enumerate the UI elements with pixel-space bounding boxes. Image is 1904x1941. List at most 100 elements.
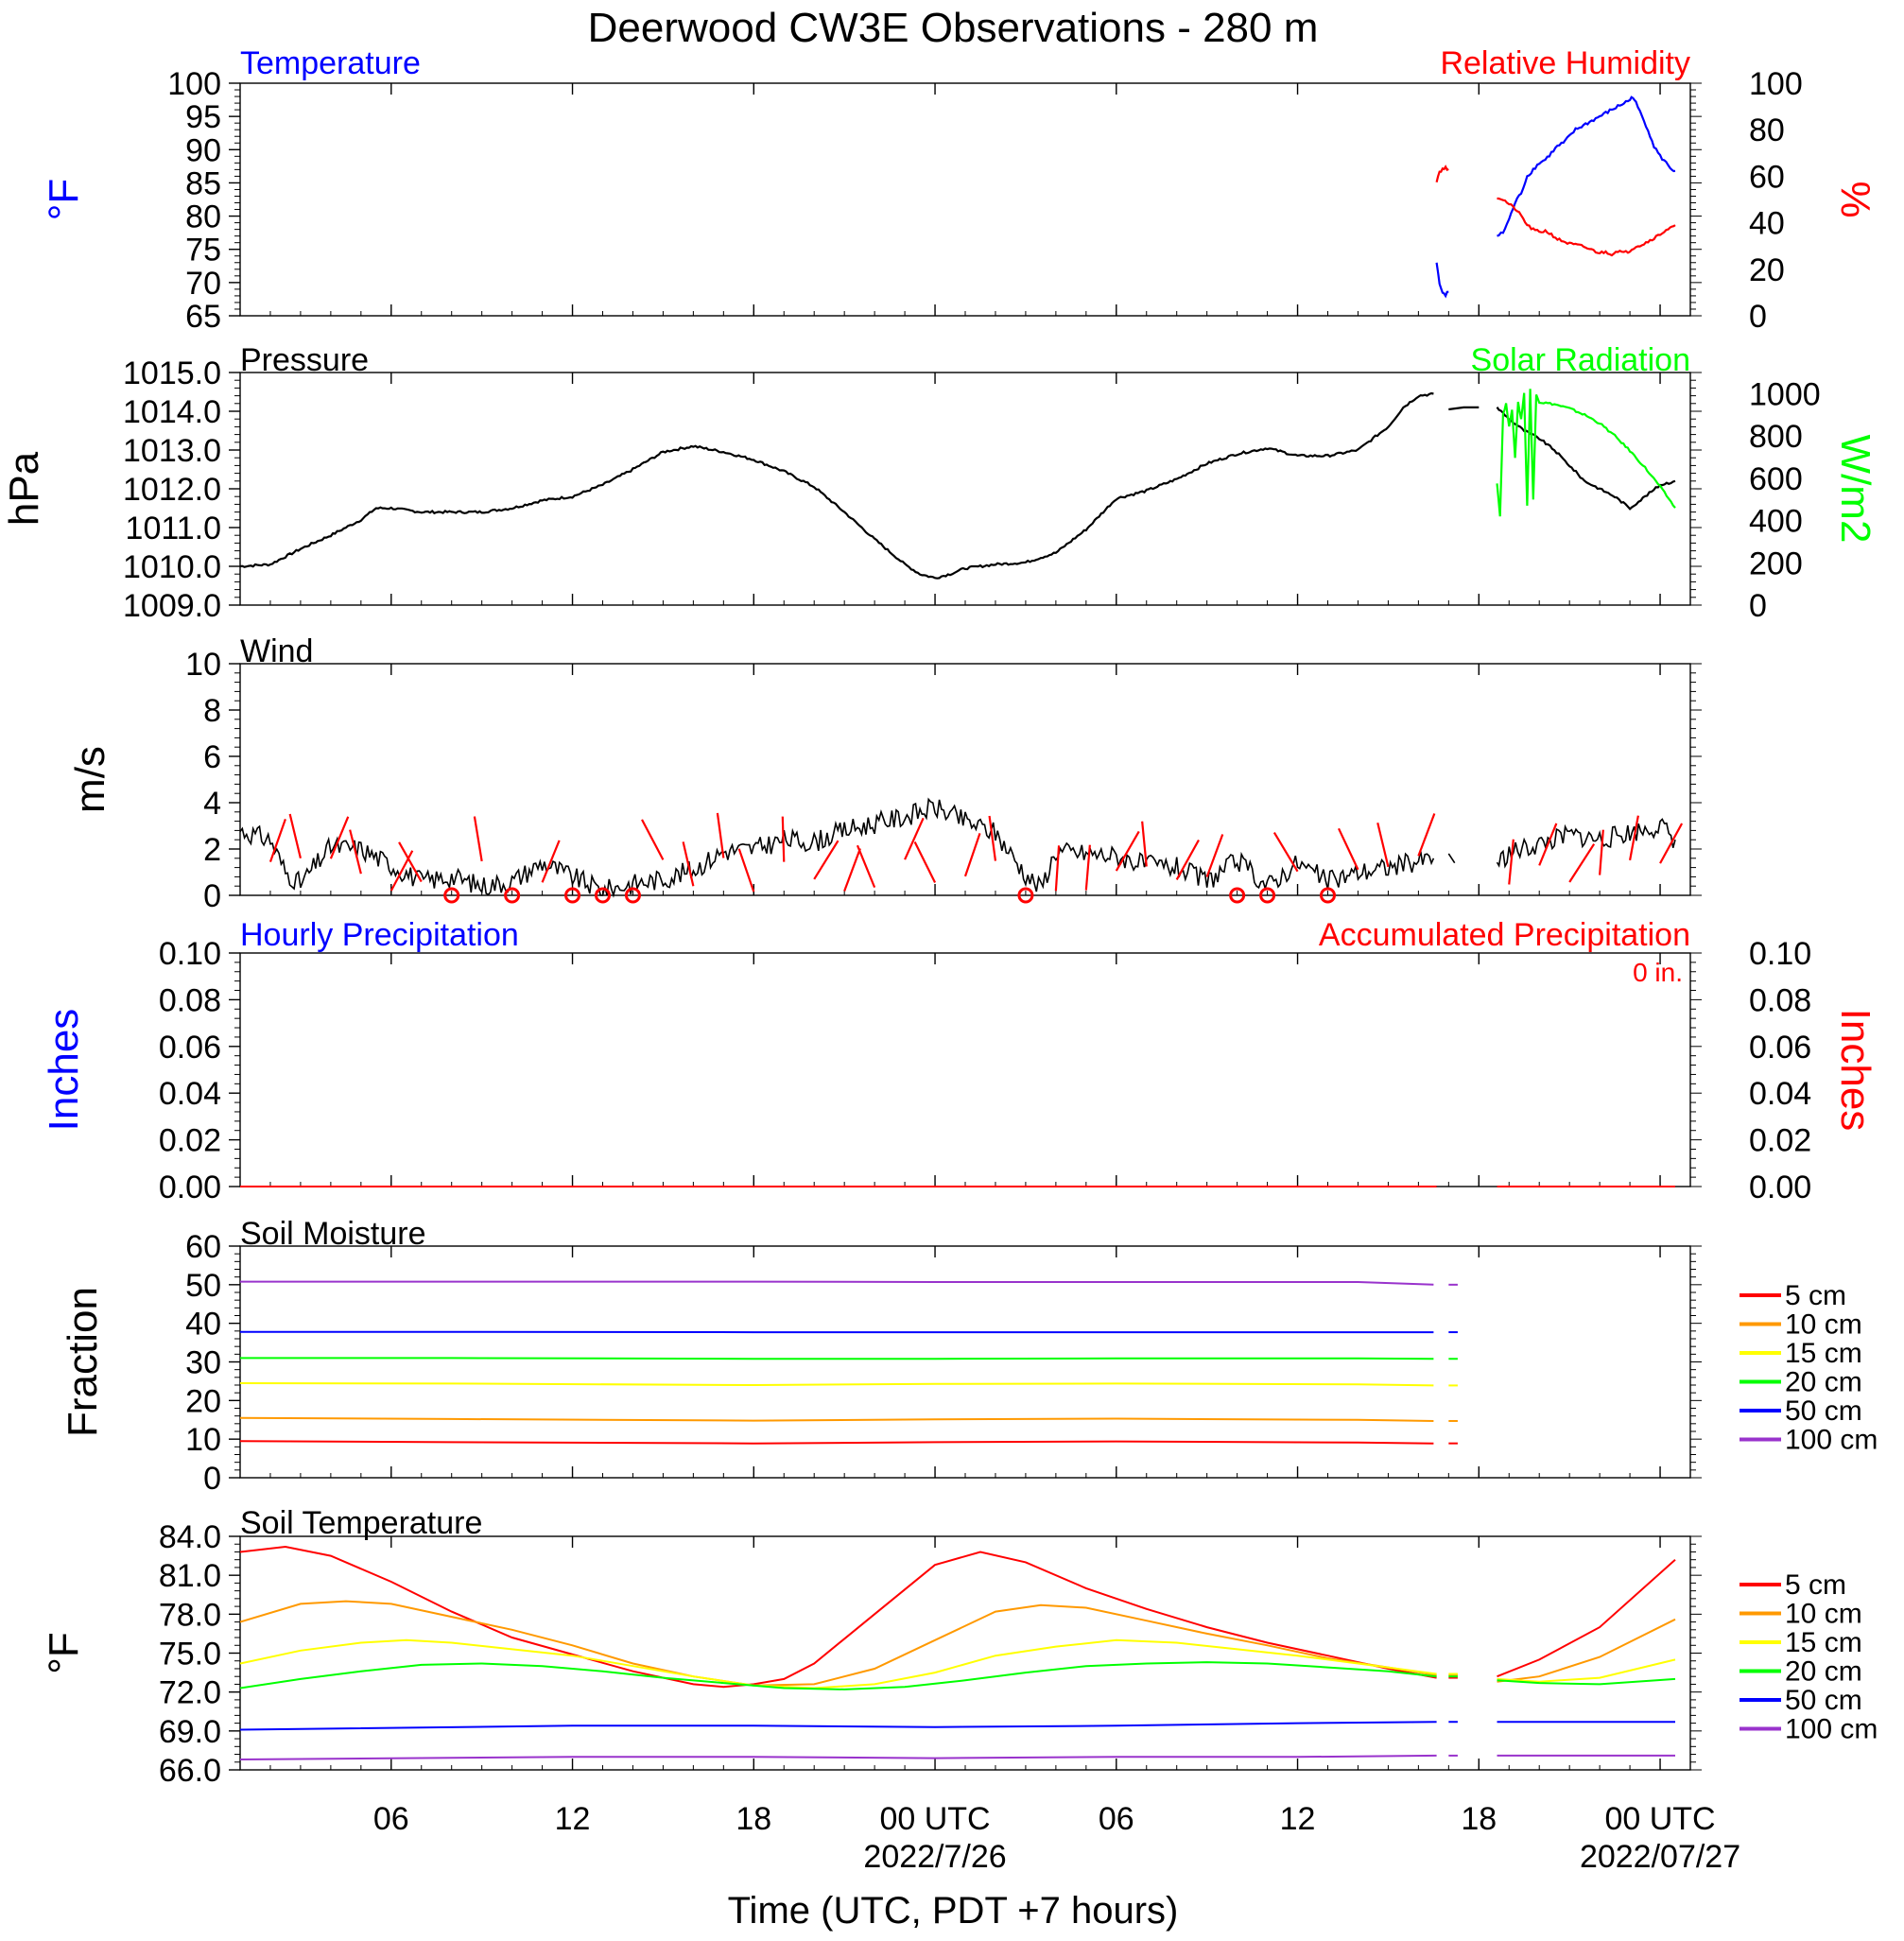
wind-barb <box>856 844 876 889</box>
plot-area <box>1435 95 1676 299</box>
y-tick-label: 0.04 <box>159 1076 221 1112</box>
y-tick-label: 4 <box>203 786 221 822</box>
y-tick-label: 0.06 <box>159 1030 221 1066</box>
series-soil <box>1497 1658 1676 1683</box>
series-soil <box>240 1357 1434 1360</box>
panel-wind: 10 8 6 4 2 0 Wind m/s <box>67 633 1702 914</box>
y-right-tick-label: 0 <box>1749 299 1767 335</box>
y-tick-label: 0 <box>203 1461 221 1497</box>
legend-label: 10 cm <box>1785 1599 1862 1630</box>
wind-barb <box>288 813 302 858</box>
series-wind-speed <box>1496 818 1676 869</box>
wind-barb <box>1659 823 1684 864</box>
wind-barb <box>641 819 665 860</box>
y-right-tick-label: 600 <box>1749 461 1803 497</box>
legend-label: 20 cm <box>1785 1656 1862 1688</box>
series-soil <box>239 1382 1434 1387</box>
wind-barb <box>398 841 423 883</box>
y-right-tick-label: 1000 <box>1749 376 1821 412</box>
panel-right-title: Accumulated Precipitation <box>1319 917 1690 953</box>
y-right-tick-label: 0.08 <box>1749 982 1811 1018</box>
x-tick-label: 06 <box>1099 1801 1134 1837</box>
y-right-tick-label: 200 <box>1749 546 1803 581</box>
x-tick-label: 12 <box>555 1801 591 1837</box>
y-tick-label: 0.08 <box>159 982 221 1018</box>
y-tick-label: 10 <box>185 1422 221 1458</box>
wind-barb <box>1115 830 1140 872</box>
left-unit-label: °F <box>41 179 87 220</box>
series-temperature <box>1497 95 1676 237</box>
right-unit-label: % <box>1832 181 1878 217</box>
wind-barb <box>781 816 786 862</box>
wind-barb <box>1175 839 1200 880</box>
calm-wind-marker <box>564 887 581 904</box>
series-soil <box>239 1600 1437 1687</box>
legend-label: 50 cm <box>1785 1685 1862 1716</box>
y-tick-label: 2 <box>203 832 221 868</box>
series-soil <box>240 1280 1434 1286</box>
accum-note: 0 in. <box>1633 958 1683 987</box>
y-right-tick-label: 0.06 <box>1749 1030 1811 1066</box>
y-tick-label: 90 <box>185 132 221 168</box>
y-right-tick-label: 400 <box>1749 504 1803 540</box>
y-tick-label: 84.0 <box>159 1519 221 1555</box>
plot-area <box>239 797 1684 904</box>
chart-title: Deerwood CW3E Observations - 280 m <box>588 5 1319 51</box>
y-right-tick-label: 0.02 <box>1749 1123 1811 1159</box>
y-tick-label: 8 <box>203 693 221 729</box>
y-tick-label: 75 <box>185 233 221 269</box>
plot-area <box>239 1545 1676 1760</box>
legend-label: 50 cm <box>1785 1395 1862 1427</box>
wind-barb <box>1599 829 1604 875</box>
calm-wind-marker <box>504 887 521 904</box>
series-wind-speed <box>1447 853 1456 864</box>
y-right-tick-label: 20 <box>1749 252 1785 288</box>
series-soil <box>239 1661 1437 1690</box>
wind-barb <box>329 816 350 859</box>
y-right-tick-label: 0.04 <box>1749 1076 1811 1112</box>
y-tick-label: 0.10 <box>159 936 221 972</box>
y-tick-label: 100 <box>167 66 221 102</box>
y-right-tick-label: 60 <box>1749 159 1785 195</box>
y-tick-label: 65 <box>185 299 221 335</box>
panel-left-title: Pressure <box>240 342 369 378</box>
legend-label: 10 cm <box>1785 1309 1862 1341</box>
wind-barb <box>904 817 925 860</box>
wind-barb <box>1141 821 1148 867</box>
calm-wind-marker <box>443 887 460 904</box>
y-tick-label: 80 <box>185 199 221 235</box>
series-humidity <box>1497 197 1676 257</box>
calm-wind-marker <box>1259 887 1276 904</box>
x-date-label: 2022/7/26 <box>863 1839 1006 1875</box>
wind-barb <box>988 815 997 861</box>
series-soil <box>1497 1618 1676 1683</box>
x-tick-label: 06 <box>373 1801 409 1837</box>
y-tick-label: 1014.0 <box>123 394 221 430</box>
series-pressure <box>239 391 1434 580</box>
wind-barb <box>913 841 937 883</box>
series-soil <box>239 1416 1434 1422</box>
wind-barb <box>1508 839 1515 885</box>
calm-wind-marker <box>1320 887 1336 904</box>
left-unit-label: °F <box>41 1632 87 1673</box>
wind-barb <box>682 841 695 887</box>
legend-label: 100 cm <box>1785 1425 1878 1456</box>
panel-left-title: Soil Temperature <box>240 1505 482 1541</box>
y-tick-label: 20 <box>185 1383 221 1419</box>
y-right-tick-label: 40 <box>1749 206 1785 242</box>
left-unit-label: m/s <box>67 746 113 813</box>
wind-barb <box>268 819 286 863</box>
legend-label: 15 cm <box>1785 1627 1862 1658</box>
panel-left-title: Temperature <box>240 45 421 81</box>
left-unit-label: Fraction <box>60 1287 106 1437</box>
y-tick-label: 1010.0 <box>123 549 221 585</box>
wind-barb <box>1417 813 1436 857</box>
y-right-tick-label: 0.10 <box>1749 936 1811 972</box>
series-soil <box>239 1545 1437 1689</box>
wind-barb <box>473 816 483 862</box>
y-tick-label: 66.0 <box>159 1753 221 1789</box>
y-tick-label: 1009.0 <box>123 588 221 624</box>
wind-barb <box>843 848 861 892</box>
y-right-tick-label: 800 <box>1749 419 1803 455</box>
